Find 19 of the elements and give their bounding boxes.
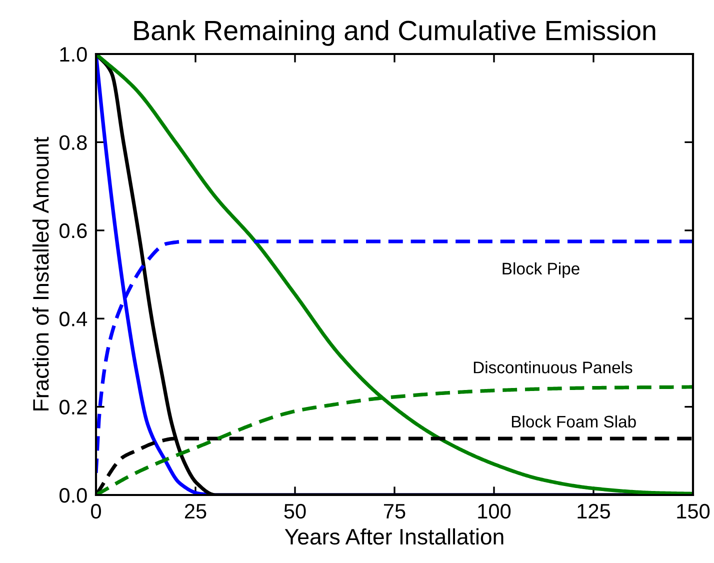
y-tick-label: 0.2 — [60, 400, 87, 415]
y-axis-title: Fraction of Installed Amount — [32, 136, 49, 410]
annotation: Block Pipe — [502, 262, 580, 278]
chart-title: Bank Remaining and Cumulative Emission — [134, 20, 656, 46]
annotation: Discontinuous Panels — [474, 361, 632, 374]
annotation: Block Foam Slab — [512, 415, 636, 428]
x-tick-label: 25 — [184, 504, 206, 519]
x-tick-label: 150 — [677, 504, 710, 519]
y-tick-label: 0.6 — [60, 223, 87, 238]
y-tick-label: 0.8 — [60, 135, 87, 150]
x-tick-label: 50 — [284, 504, 306, 519]
x-tick-label: 100 — [478, 504, 511, 519]
x-tick-label: 125 — [578, 504, 610, 519]
x-tick-label: 75 — [384, 504, 406, 519]
x-tick-label: 0 — [91, 504, 101, 519]
x-axis-title: Years After Installation — [284, 528, 504, 545]
y-tick-label: 0.4 — [60, 312, 88, 326]
y-tick-label: 0.0 — [60, 488, 87, 503]
y-tick-label: 1.0 — [60, 47, 87, 62]
